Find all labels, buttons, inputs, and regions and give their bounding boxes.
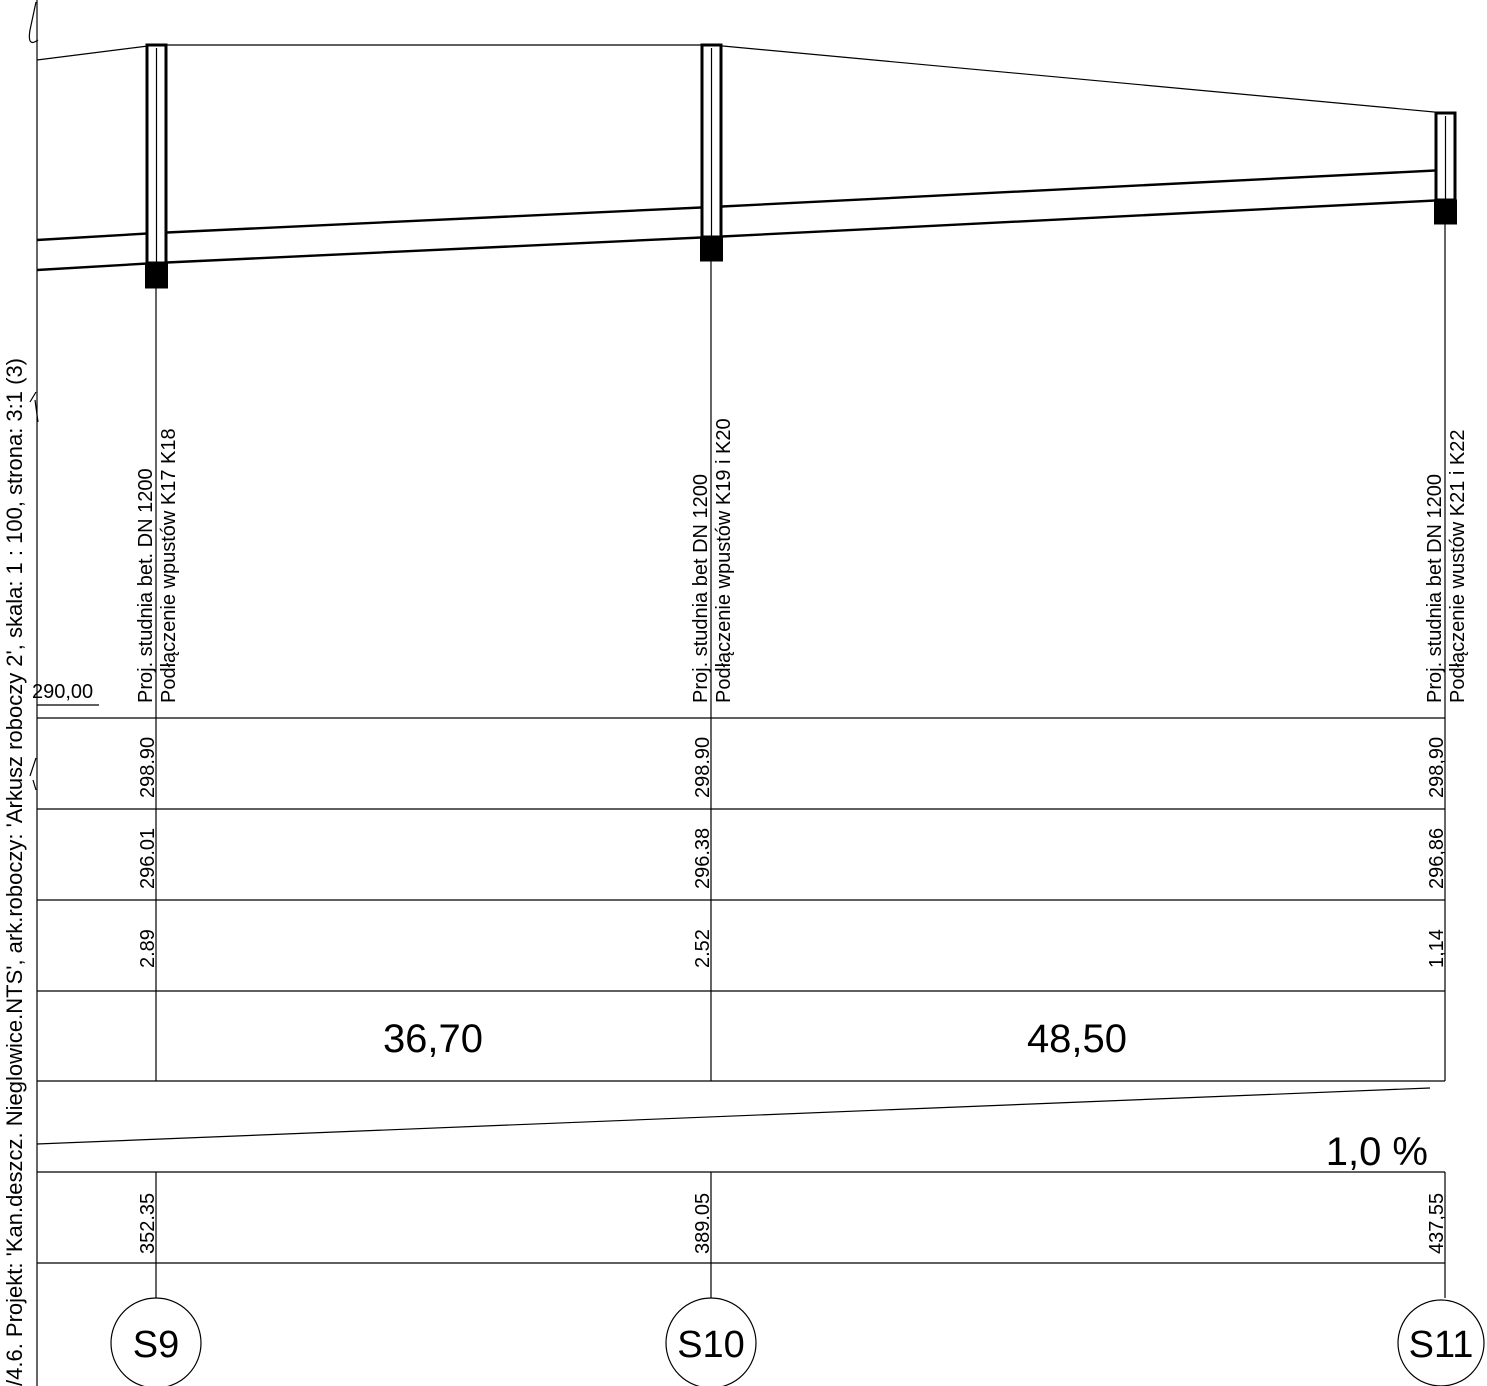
well-s11-chainage: 437,55 — [1426, 1193, 1448, 1254]
station-label-s11: S11 — [1409, 1324, 1474, 1366]
well-s9-chainage: 352.35 — [137, 1193, 159, 1254]
break-mark-middle — [29, 391, 39, 423]
well-s10-depth: 2.52 — [692, 929, 714, 968]
segment-1-length: 36,70 — [383, 1017, 483, 1061]
well-s11-terrain: 298,90 — [1426, 737, 1448, 798]
manhole-s9 — [145, 43, 168, 289]
slope-value: 1,0 % — [1326, 1130, 1428, 1174]
well-s11-invert: 296,86 — [1426, 828, 1448, 889]
well-s9-desc-line1: Proj. studnia bet. DN 1200 — [135, 468, 157, 703]
station-marker-s10: S10 — [665, 1297, 757, 1386]
well-s9-depth: 2.89 — [137, 929, 159, 968]
pipe-invert-line — [36, 198, 1446, 272]
manhole-s11 — [1434, 111, 1457, 225]
well-s9-invert: 296.01 — [137, 828, 159, 889]
well-s9-desc-line2: Podłączenie wpustów K17 K18 — [158, 428, 180, 703]
well-s9-terrain: 298.90 — [137, 737, 159, 798]
station-marker-s11: S11 — [1397, 1299, 1485, 1386]
reference-level: 290,00 — [32, 681, 93, 703]
station-marker-s9: S9 — [110, 1297, 202, 1386]
well-s10-invert: 296.38 — [692, 828, 714, 889]
well-s11-desc-line1: Proj. studnia bet DN 1200 — [1424, 474, 1446, 703]
manhole-s10 — [700, 43, 723, 262]
pipe-crown-line — [36, 168, 1446, 242]
slope-indicator-line — [36, 1087, 1431, 1145]
break-mark-top — [28, 1, 39, 43]
well-s11-depth: 1,14 — [1426, 929, 1448, 968]
well-s10-terrain: 298.90 — [692, 737, 714, 798]
station-label-s10: S10 — [677, 1324, 745, 1366]
segment-2-length: 48,50 — [1027, 1017, 1127, 1061]
terrain-line — [36, 44, 1446, 114]
station-label-s9: S9 — [133, 1324, 179, 1366]
well-s11-desc-line2: Podłączenie wustów K21 i K22 — [1447, 430, 1469, 704]
well-s10-chainage: 389.05 — [692, 1193, 714, 1254]
well-s10-desc-line1: Proj. studnia bet DN 1200 — [690, 474, 712, 703]
break-mark-lower — [29, 757, 37, 791]
sheet-caption: /4.6. Projekt: 'Kan.deszcz. Nieglowice.N… — [2, 358, 27, 1386]
well-s10-desc-line2: Podłączenie wpustów K19 i K20 — [713, 418, 735, 703]
